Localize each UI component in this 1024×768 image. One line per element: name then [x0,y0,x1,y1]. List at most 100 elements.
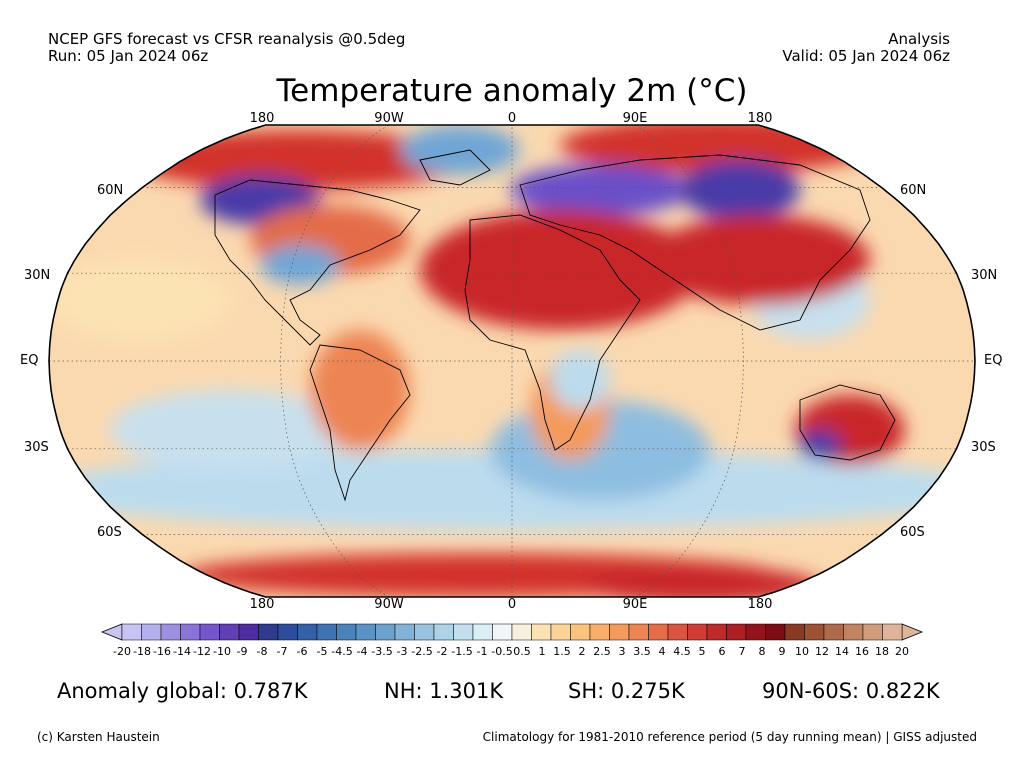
colorbar-tick-label: -14 [173,645,191,658]
colorbar-swatch [433,623,454,641]
colorbar-swatch [453,623,474,641]
colorbar-tick-label: 8 [758,645,766,658]
colorbar-swatch [414,623,435,641]
lat-label-left-60s: 60S [97,525,122,540]
lon-label-top-180e: 180 [747,111,773,126]
colorbar-tick-label: 2.5 [593,645,611,658]
anomaly-sh: SH: 0.275K [568,679,685,703]
colorbar-swatch [570,623,591,641]
colorbar-swatch [648,623,669,641]
colorbar-tick-label: -6 [296,645,308,658]
colorbar-swatch [316,623,337,641]
lat-label-right-30n: 30N [971,268,998,283]
run-time: Run: 05 Jan 2024 06z [48,47,209,65]
colorbar-tick-label: 16 [855,645,869,658]
anomaly-field [49,125,975,597]
colorbar-tick-label: -4.5 [331,645,353,658]
eurasia-outline [519,154,871,331]
africa-outline [464,214,641,451]
colorbar-max-arrow [901,623,924,641]
asia-warm [650,215,870,305]
south-america-warm [310,330,410,450]
colorbar-swatch [258,623,279,641]
model-description: NCEP GFS forecast vs CFSR reanalysis @0.… [48,30,406,48]
greenland-sea-cold [400,125,520,175]
north-america-outline [214,179,421,346]
colorbar-tick-label: 9 [778,645,786,658]
colorbar-swatch [804,623,825,641]
analysis-label: Analysis [888,30,950,48]
meridian-line [280,125,389,597]
colorbar-swatch [180,623,201,641]
lon-label-bottom-180w: 180 [249,597,275,612]
colorbar-swatch [121,623,142,641]
colorbar-tick-label: -8 [256,645,268,658]
colorbar-swatch [219,623,240,641]
colorbar-swatch [589,623,610,641]
map-border [48,124,976,598]
colorbar-tick-label: 7 [738,645,746,658]
colorbar-tick-label: -16 [153,645,171,658]
australia-outline [799,384,896,461]
arctic-warm-west [130,130,470,190]
coastlines [214,149,896,502]
colorbar-swatch [297,623,318,641]
colorbar-swatch [765,623,786,641]
copyright: (c) Karsten Haustein [37,730,160,744]
colorbar-tick-label: -5 [316,645,328,658]
colorbar-tick-label: 20 [895,645,909,658]
graticule [49,125,975,597]
lon-label-bottom-90e: 90E [622,597,648,612]
colorbar-tick-label: 1.5 [553,645,571,658]
colorbar-tick-label: 5 [698,645,706,658]
colorbar-tick-label: 4.5 [673,645,691,658]
colorbar-tick-label: -10 [213,645,231,658]
valid-time: Valid: 05 Jan 2024 06z [782,47,950,65]
colorbar-tick-label: -1 [476,645,488,658]
colorbar-swatch [667,623,688,641]
colorbar-tick-label: -4 [356,645,368,658]
colorbar-tick-label: -20 [113,645,131,658]
colorbar-tick-label: 14 [835,645,849,658]
colorbar-swatch [336,623,357,641]
lon-label-top-0: 0 [507,111,517,126]
siberia-cold [680,160,800,220]
colorbar-tick-label: -12 [193,645,211,658]
colorbar-swatch [823,623,844,641]
page-title: Temperature anomaly 2m (°C) [276,73,748,109]
colorbar-tick-label: -1.5 [451,645,473,658]
sahara-arabia-warm [420,210,700,330]
colorbar-tick-label: -3 [396,645,408,658]
colorbar-tick-label: -2 [436,645,448,658]
lon-label-bottom-180e: 180 [747,597,773,612]
colorbar-tick-label: -9 [236,645,248,658]
colorbar-tick-label: -2.5 [411,645,433,658]
meridian-line [635,125,744,597]
colorbar-swatch [784,623,805,641]
us-southeast-cool [260,245,340,285]
colorbar-tick-label: -0.5 [491,645,513,658]
colorbar-swatch [355,623,376,641]
colorbar-swatch [628,623,649,641]
colorbar-swatch [472,623,493,641]
climatology-note: Climatology for 1981-2010 reference peri… [482,730,977,744]
colorbar-tick-label: 3.5 [633,645,651,658]
east-pacific-warm [50,260,230,340]
colorbar-swatch [277,623,298,641]
lat-label-right-30s: 30S [971,440,996,455]
colorbar-swatch [199,623,220,641]
colorbar-tick-label: 6 [718,645,726,658]
scandinavia-cold [510,164,690,216]
colorbar-swatch [375,623,396,641]
lat-label-left-30n: 30N [24,268,51,283]
southern-ocean-cool [49,450,975,530]
colorbar-swatch [745,623,766,641]
colorbar-tick-label: 3 [618,645,626,658]
lon-label-bottom-90w: 90W [374,597,404,612]
colorbar-swatch [492,623,513,641]
colorbar-tick-label: -3.5 [371,645,393,658]
lon-label-top-90e: 90E [622,111,648,126]
south-america-outline [309,344,411,502]
